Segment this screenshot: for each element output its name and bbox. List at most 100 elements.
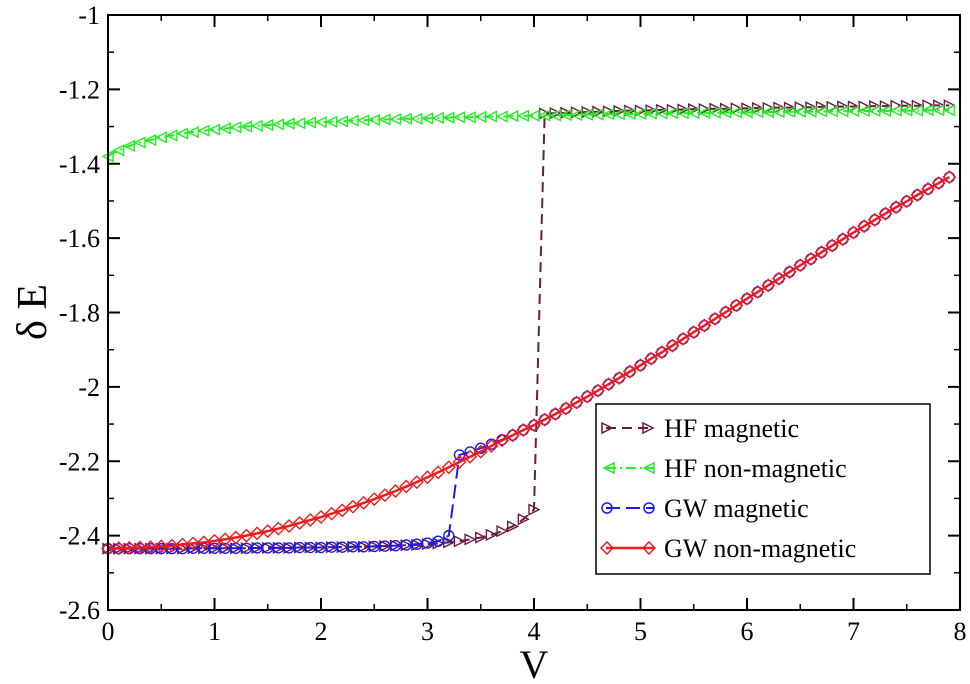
data-point-hf-magnetic (528, 503, 541, 516)
data-point-hf-non-magnetic (261, 118, 274, 132)
data-point-gw-non-magnetic (356, 495, 371, 510)
data-point-hf-non-magnetic (889, 104, 902, 117)
x-tick-label: 1 (208, 617, 221, 646)
data-point-gw-non-magnetic (889, 200, 904, 215)
legend-marker-gw-non-magnetic-end (641, 540, 657, 556)
data-point-gw-magnetic (890, 201, 902, 213)
data-point-gw-magnetic (826, 239, 838, 252)
x-tick-label: 2 (315, 617, 328, 646)
data-point-gw-magnetic (666, 339, 679, 352)
data-point-gw-non-magnetic (558, 401, 573, 416)
data-point-gw-magnetic (815, 246, 828, 258)
data-point-gw-magnetic (933, 177, 945, 189)
data-point-gw-magnetic (602, 378, 615, 390)
data-point-gw-non-magnetic (388, 484, 403, 498)
data-point-gw-non-magnetic (186, 536, 201, 551)
data-point-hf-non-magnetic (452, 111, 466, 124)
data-point-gw-magnetic (421, 537, 434, 549)
data-point-gw-non-magnetic (931, 176, 946, 191)
data-point-hf-magnetic (464, 533, 477, 546)
data-point-hf-non-magnetic (122, 139, 136, 153)
data-point-gw-non-magnetic (835, 232, 850, 247)
x-tick-label: 5 (634, 617, 647, 646)
data-point-gw-non-magnetic (910, 187, 925, 202)
data-point-gw-magnetic (709, 313, 721, 325)
data-point-gw-non-magnetic (282, 518, 297, 533)
y-tick-label: -1 (78, 1, 100, 30)
data-point-hf-non-magnetic (335, 115, 348, 128)
x-tick-label: 3 (421, 617, 434, 646)
legend-label-gw-magnetic: GW magnetic (664, 494, 809, 523)
x-tick-label: 6 (741, 617, 754, 646)
data-point-gw-non-magnetic (686, 325, 701, 340)
data-point-gw-magnetic (783, 266, 796, 278)
x-axis-title: V (520, 642, 549, 684)
data-point-gw-non-magnetic (314, 510, 328, 525)
data-point-gw-non-magnetic (367, 492, 382, 507)
data-point-gw-magnetic (879, 207, 892, 220)
data-point-hf-non-magnetic (218, 122, 231, 135)
data-point-hf-non-magnetic (229, 121, 242, 134)
data-point-gw-non-magnetic (271, 521, 286, 536)
data-point-gw-non-magnetic (654, 345, 669, 360)
series-hf-non-magnetic (101, 104, 956, 163)
data-point-hf-magnetic (507, 520, 520, 533)
data-point-gw-non-magnetic (825, 238, 840, 253)
data-point-gw-magnetic (911, 189, 924, 201)
data-point-gw-non-magnetic (452, 455, 467, 469)
legend-label-hf-non-magnetic: HF non-magnetic (664, 454, 847, 483)
data-point-gw-magnetic (517, 424, 530, 436)
legend: HF magnetic HF non-magnetic GW magnetic … (595, 403, 931, 575)
data-point-gw-magnetic (570, 396, 583, 409)
data-point-gw-non-magnetic (260, 524, 275, 539)
data-point-gw-magnetic (794, 259, 806, 271)
data-point-gw-non-magnetic (154, 539, 169, 554)
legend-marker-gw-non-magnetic (599, 540, 615, 556)
data-point-gw-non-magnetic (601, 377, 616, 392)
data-point-gw-magnetic (688, 326, 700, 338)
legend-marker-hf-non-magnetic-end (642, 461, 655, 475)
data-point-gw-non-magnetic (399, 479, 414, 494)
data-point-gw-non-magnetic (569, 395, 584, 410)
data-point-hf-magnetic (517, 513, 530, 526)
y-tick-label: -1.4 (59, 150, 100, 179)
data-point-gw-non-magnetic (921, 182, 936, 197)
data-point-hf-non-magnetic (729, 106, 743, 119)
data-point-gw-non-magnetic (345, 499, 360, 514)
data-point-gw-magnetic (634, 359, 647, 372)
data-point-gw-magnetic (432, 535, 444, 547)
data-point-gw-magnetic (581, 390, 593, 403)
y-tick-label: -2.2 (59, 447, 100, 476)
legend-label-gw-non-magnetic: GW non-magnetic (664, 534, 856, 563)
data-point-gw-magnetic (677, 333, 689, 345)
data-point-gw-non-magnetic (164, 538, 179, 553)
data-point-gw-non-magnetic (846, 225, 861, 240)
series-line-gw-non-magnetic (107, 176, 950, 550)
data-point-gw-magnetic (560, 402, 572, 415)
data-point-gw-magnetic (762, 279, 774, 292)
y-tick-label: -2.6 (59, 596, 100, 625)
data-point-gw-non-magnetic (612, 370, 627, 385)
data-point-gw-non-magnetic (409, 475, 424, 490)
data-point-gw-magnetic (698, 319, 711, 332)
data-point-hf-magnetic (485, 528, 498, 542)
y-tick-label: -1.2 (59, 75, 100, 104)
y-tick-label: -1.8 (59, 299, 100, 328)
data-point-gw-non-magnetic (771, 271, 786, 286)
data-point-hf-non-magnetic (154, 131, 167, 144)
data-point-gw-non-magnetic (516, 423, 531, 438)
data-point-gw-non-magnetic (740, 291, 754, 306)
data-point-hf-non-magnetic (271, 118, 285, 131)
data-point-gw-non-magnetic (622, 364, 637, 379)
data-point-gw-magnetic (805, 253, 817, 265)
data-point-hf-non-magnetic (410, 112, 423, 125)
y-axis-title: δ E (10, 284, 56, 340)
data-point-gw-magnetic (443, 529, 455, 542)
data-point-gw-non-magnetic (590, 383, 605, 398)
data-point-gw-non-magnetic (143, 540, 158, 555)
data-point-gw-magnetic (847, 226, 860, 239)
legend-entry-gw-magnetic: GW magnetic (601, 494, 809, 523)
legend-marker-hf-magnetic (601, 421, 614, 435)
